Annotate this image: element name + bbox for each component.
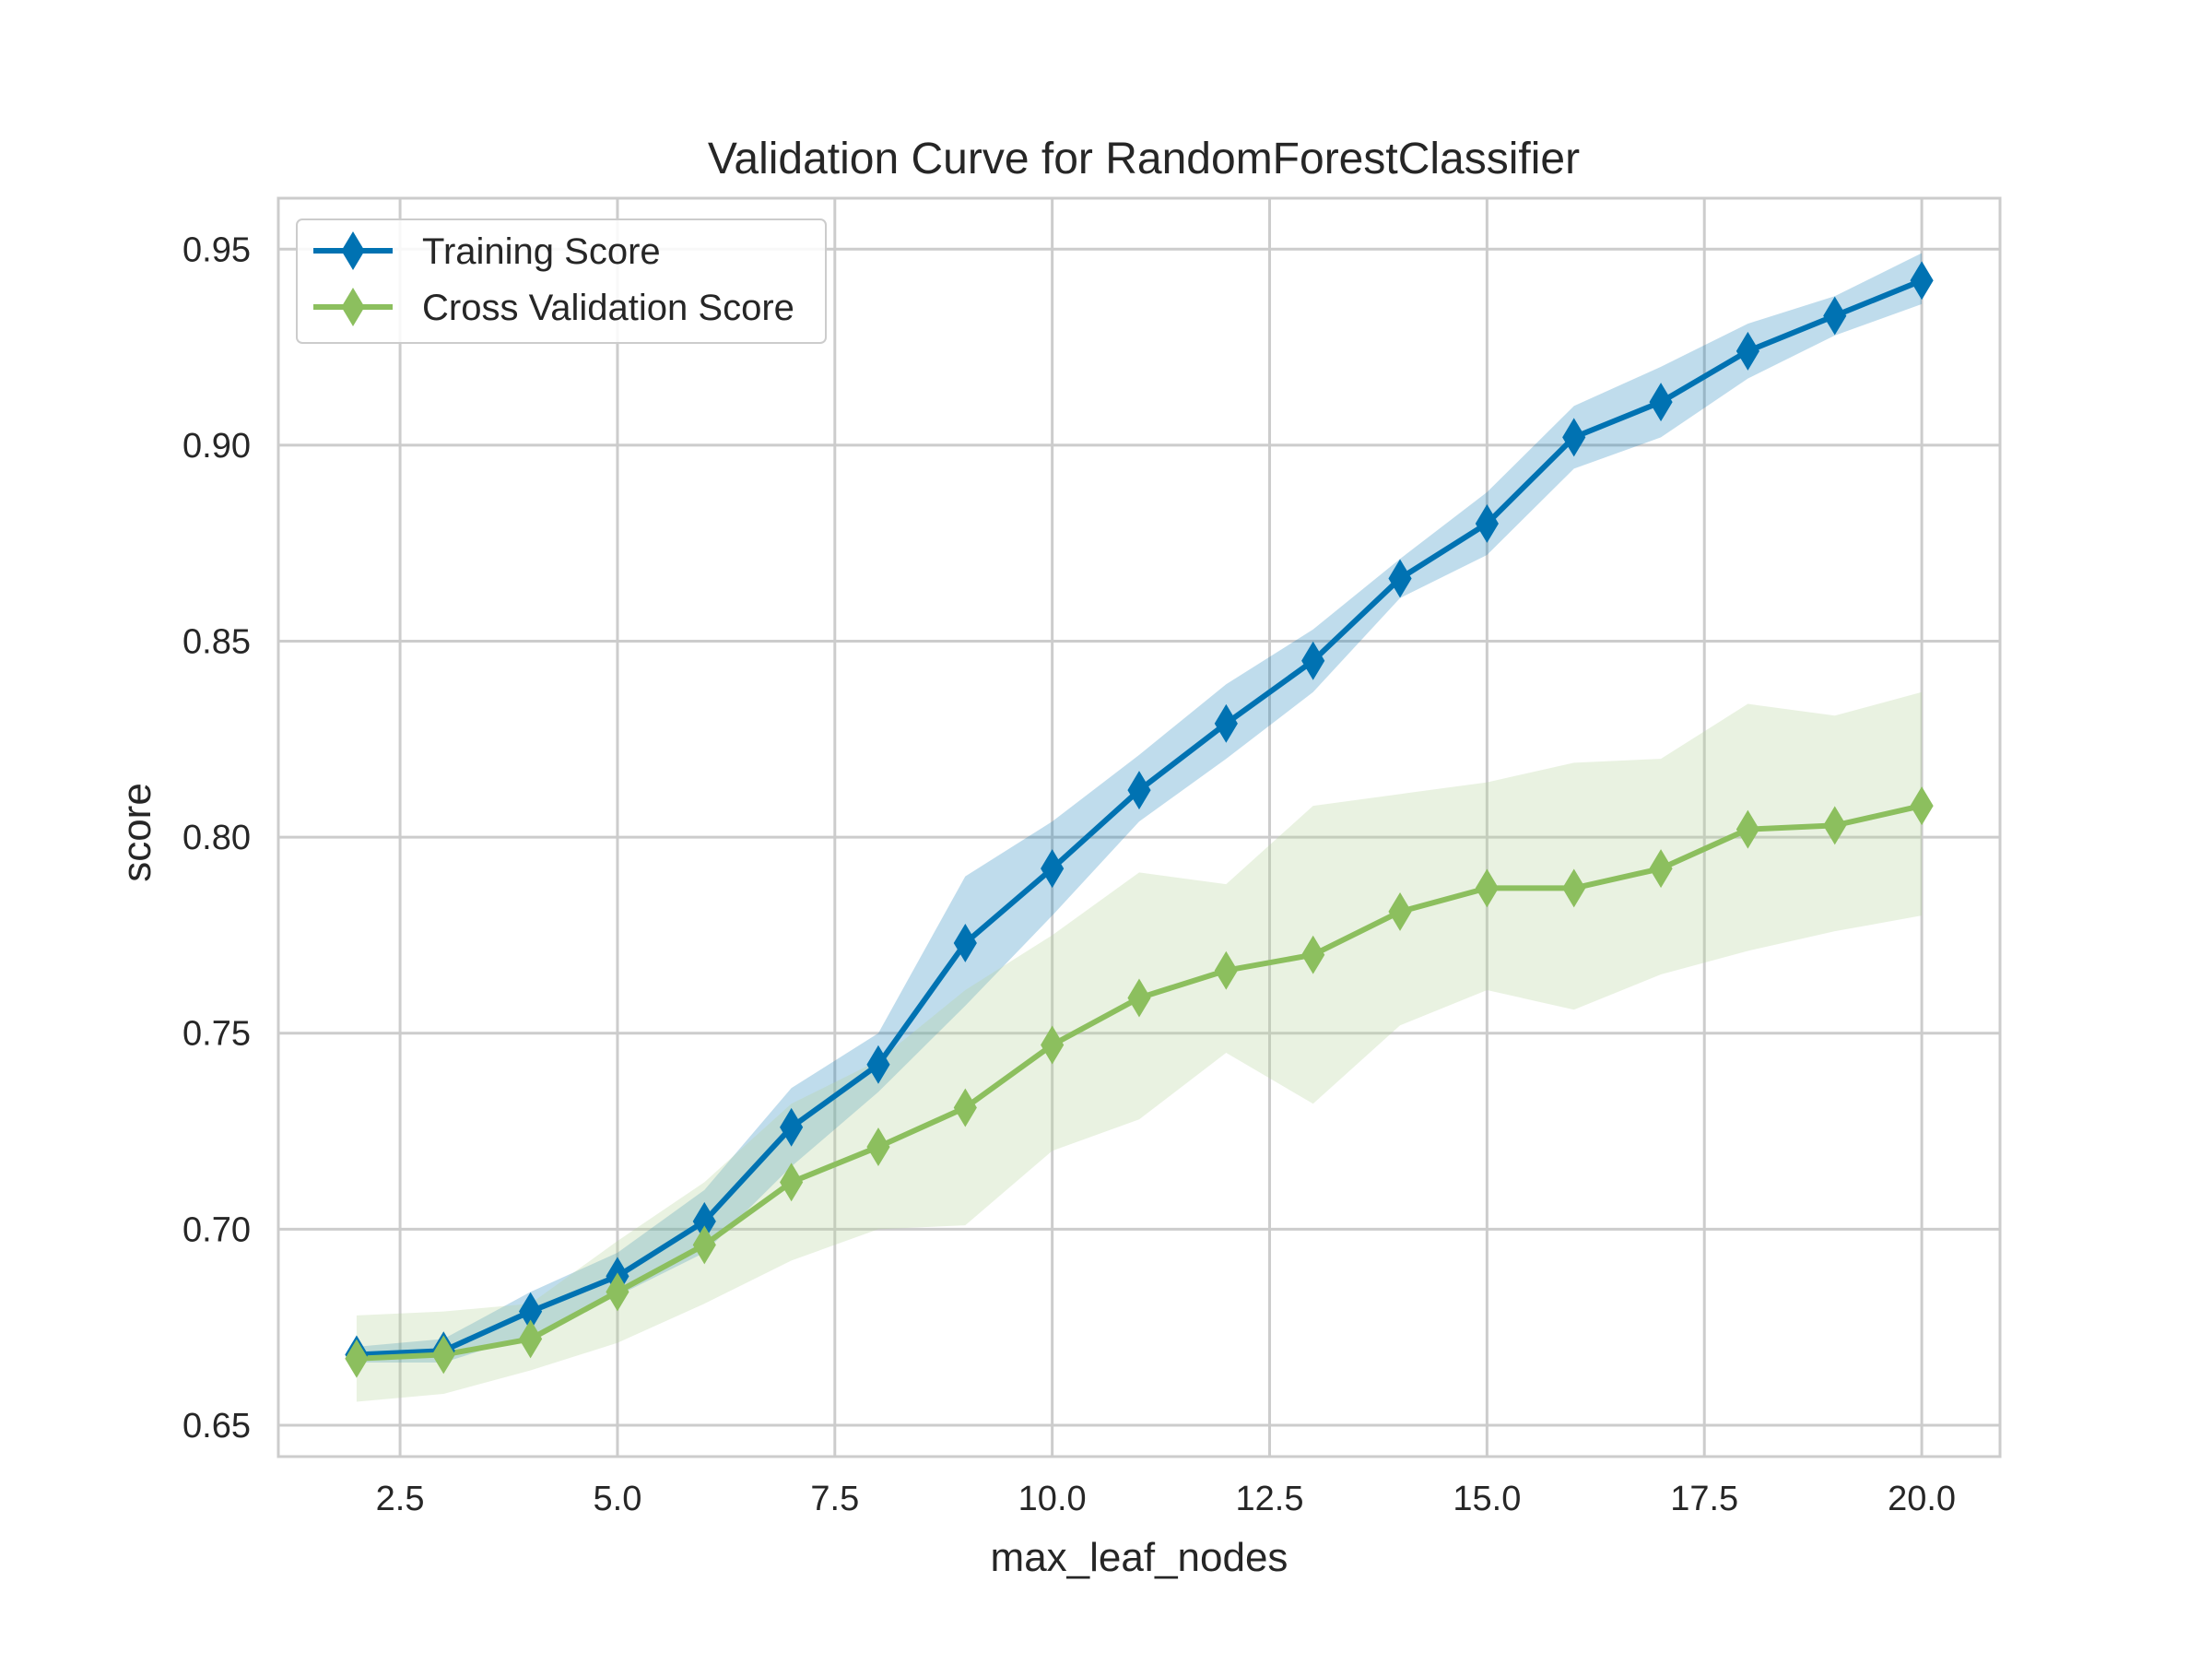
x-tick-label: 15.0 (1453, 1480, 1521, 1518)
y-axis-label: score (114, 783, 159, 882)
y-tick-label: 0.70 (182, 1210, 251, 1249)
marker-training-score (1735, 331, 1759, 371)
x-tick-label: 20.0 (1888, 1480, 1956, 1518)
plot-area-background (278, 198, 2000, 1457)
x-tick-label: 12.5 (1236, 1480, 1304, 1518)
marker-cross-validation-score (1562, 868, 1586, 908)
y-tick-label: 0.95 (182, 230, 251, 269)
x-tick-label: 17.5 (1670, 1480, 1738, 1518)
y-tick-label: 0.75 (182, 1015, 251, 1054)
chart-title: Validation Curve for RandomForestClassif… (708, 135, 1580, 183)
marker-training-score (1823, 296, 1847, 336)
x-tick-labels: 2.5 5.0 7.5 10.0 12.5 15.0 17.5 20.0 (376, 1480, 1956, 1518)
marker-training-score (780, 1107, 804, 1147)
marker-training-score (1041, 849, 1065, 889)
legend-marker-swatch (341, 288, 365, 326)
marker-training-score (1475, 503, 1499, 543)
y-tick-label: 0.65 (182, 1407, 251, 1446)
legend-label: Training Score (422, 231, 661, 272)
y-tick-labels: 0.65 0.70 0.75 0.80 0.85 0.90 0.95 (182, 230, 251, 1446)
marker-cross-validation-score (1388, 891, 1412, 931)
y-tick-label: 0.90 (182, 427, 251, 466)
marker-cross-validation-score (953, 1088, 977, 1127)
grid-layer (278, 198, 2000, 1457)
marker-training-score (1649, 383, 1673, 422)
marker-cross-validation-score (1823, 806, 1847, 845)
marker-training-score (1214, 703, 1238, 743)
marker-cross-validation-score (1214, 950, 1238, 990)
legend: Training Score Cross Validation Score (296, 218, 827, 344)
marker-cross-validation-score (1041, 1025, 1065, 1065)
legend-entries: Training Score Cross Validation Score (313, 231, 794, 328)
band-cross-validation-score (356, 691, 1923, 1402)
marker-cross-validation-score (1301, 935, 1325, 974)
x-axis-label: max_leaf_nodes (991, 1535, 1288, 1580)
marker-cross-validation-score (1735, 809, 1759, 849)
legend-label: Cross Validation Score (422, 288, 794, 328)
marker-training-score (866, 1044, 890, 1084)
marker-cross-validation-score (606, 1272, 629, 1312)
marker-training-score (1388, 559, 1412, 598)
marker-cross-validation-score (1910, 786, 1934, 826)
marker-cross-validation-score (1649, 849, 1673, 889)
marker-cross-validation-score (1475, 868, 1499, 908)
marker-cross-validation-score (692, 1225, 716, 1265)
marker-cross-validation-score (866, 1127, 890, 1167)
marker-training-score (1910, 261, 1934, 301)
x-tick-label: 7.5 (810, 1480, 859, 1518)
y-tick-label: 0.85 (182, 623, 251, 662)
marker-cross-validation-score (431, 1335, 455, 1375)
legend-box (296, 218, 827, 344)
legend-marker-swatch (341, 231, 365, 270)
plot-frame (276, 196, 2002, 1458)
marker-cross-validation-score (1127, 978, 1151, 1018)
y-tick-label: 0.80 (182, 819, 251, 857)
marker-training-score (953, 923, 977, 962)
marker-training-score (1301, 641, 1325, 680)
marker-cross-validation-score (345, 1339, 369, 1378)
marker-training-score (1562, 418, 1586, 457)
x-tick-label: 5.0 (594, 1480, 642, 1518)
series-marker-layer (345, 261, 1934, 1378)
x-tick-label: 2.5 (376, 1480, 425, 1518)
marker-cross-validation-score (780, 1162, 804, 1202)
x-tick-label: 10.0 (1018, 1480, 1087, 1518)
marker-training-score (1127, 771, 1151, 810)
marker-cross-validation-score (519, 1319, 543, 1359)
